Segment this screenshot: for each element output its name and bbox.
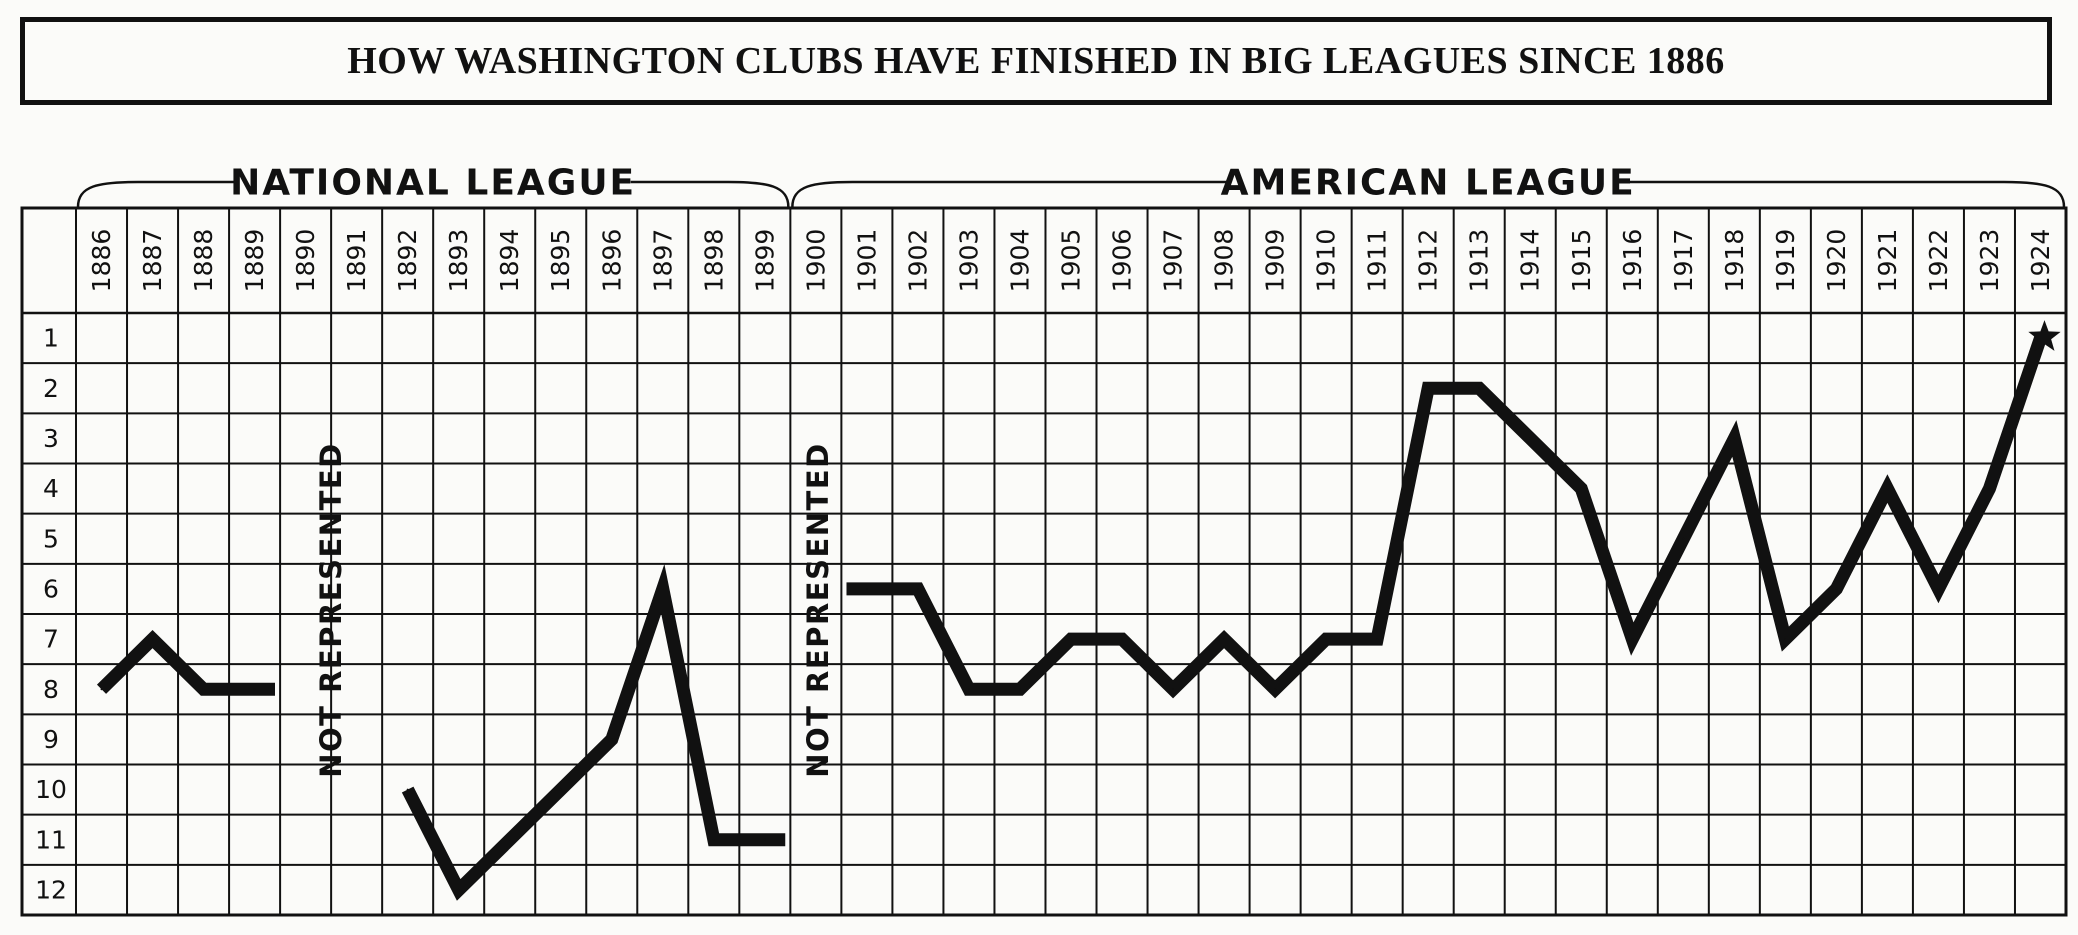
data-point-1905 [1070,638,1072,641]
rank-label-4: 4 [43,474,59,503]
year-label-1900: 1900 [801,229,830,293]
data-point-1896 [610,738,613,741]
year-label-1894: 1894 [495,229,524,293]
year-label-1921: 1921 [1873,229,1902,293]
data-point-1923 [1988,487,1991,490]
data-point-1901 [865,587,868,590]
data-point-1902 [916,587,919,590]
year-label-1906: 1906 [1108,229,1137,293]
rank-label-6: 6 [43,574,59,603]
data-point-1907 [1172,688,1175,691]
year-label-1922: 1922 [1924,229,1953,293]
data-point-1915 [1580,487,1583,490]
rank-label-10: 10 [35,775,67,804]
data-point-1895 [559,788,562,791]
league-label-0: NATIONAL LEAGUE [230,163,636,204]
data-point-1921 [1886,487,1889,490]
year-label-1888: 1888 [189,229,218,293]
data-point-1910 [1325,638,1328,641]
year-label-1895: 1895 [546,229,575,293]
star-icon [2028,320,2061,351]
data-point-1897 [661,587,664,590]
year-label-1892: 1892 [393,229,422,293]
data-point-1919 [1784,638,1787,641]
year-label-1896: 1896 [597,229,626,293]
year-label-1919: 1919 [1771,229,1800,293]
rank-label-2: 2 [43,374,59,403]
league-bracket [791,180,2066,208]
data-point-1913 [1478,387,1481,390]
data-point-1914 [1529,437,1532,440]
data-point-1889 [253,688,256,691]
year-label-1907: 1907 [1159,229,1188,293]
chart-title-box: HOW WASHINGTON CLUBS HAVE FINISHED IN BI… [20,17,2052,105]
data-point-1886 [100,688,103,691]
data-point-1887 [151,638,154,641]
year-label-1923: 1923 [1975,229,2004,293]
data-point-1917 [1682,537,1685,540]
rank-label-3: 3 [43,424,59,453]
year-label-1904: 1904 [1005,229,1034,293]
league-bracket [76,180,790,208]
data-point-1912 [1427,387,1430,390]
data-point-1916 [1631,638,1634,641]
not-represented-label-1: NOT REPRESENTED [801,442,835,777]
year-label-1914: 1914 [1516,229,1545,293]
year-label-1916: 1916 [1618,229,1647,293]
year-label-1891: 1891 [342,229,371,293]
year-label-1909: 1909 [1261,229,1290,293]
year-label-1918: 1918 [1720,229,1749,293]
year-label-1901: 1901 [852,229,881,293]
data-point-1909 [1274,688,1277,691]
series-line-national-1892-1899 [401,564,786,901]
data-point-1899 [763,838,766,841]
year-label-1897: 1897 [648,229,677,293]
data-point-1922 [1937,587,1940,590]
rank-label-12: 12 [35,875,67,904]
data-point-1898 [712,838,715,841]
year-label-1899: 1899 [750,229,779,293]
rank-label-7: 7 [43,625,59,654]
data-point-1918 [1733,437,1736,440]
year-label-1917: 1917 [1669,229,1698,293]
year-label-1905: 1905 [1057,229,1086,293]
year-label-1912: 1912 [1414,229,1443,293]
chart-title: HOW WASHINGTON CLUBS HAVE FINISHED IN BI… [347,40,1725,82]
data-point-1903 [967,688,970,691]
year-label-1908: 1908 [1210,229,1239,293]
year-label-1903: 1903 [954,229,983,293]
rank-label-11: 11 [35,825,67,854]
data-point-1904 [1018,688,1021,691]
data-point-1911 [1376,638,1379,641]
year-label-1898: 1898 [699,229,728,293]
year-label-1902: 1902 [903,229,932,293]
year-label-1893: 1893 [444,229,473,293]
rank-label-1: 1 [43,324,59,353]
rank-label-5: 5 [43,524,59,553]
data-point-1894 [508,838,511,841]
data-point-1893 [457,888,460,891]
year-label-1911: 1911 [1363,229,1392,293]
data-point-1908 [1223,638,1226,641]
year-label-1886: 1886 [87,229,116,293]
data-point-1892 [406,788,409,791]
year-label-1913: 1913 [1465,229,1494,293]
year-label-1924: 1924 [2026,229,2055,293]
data-point-1920 [1835,587,1838,590]
league-label-1: AMERICAN LEAGUE [1221,163,1636,204]
year-label-1890: 1890 [291,229,320,293]
year-label-1920: 1920 [1822,229,1851,293]
year-label-1910: 1910 [1312,229,1341,293]
data-point-1888 [202,688,205,691]
year-label-1915: 1915 [1567,229,1596,293]
year-label-1887: 1887 [138,229,167,293]
year-label-1889: 1889 [240,229,269,293]
rank-label-8: 8 [43,675,59,704]
rank-label-9: 9 [43,725,59,754]
not-represented-label-0: NOT REPRESENTED [314,442,348,777]
data-point-1906 [1121,638,1124,641]
